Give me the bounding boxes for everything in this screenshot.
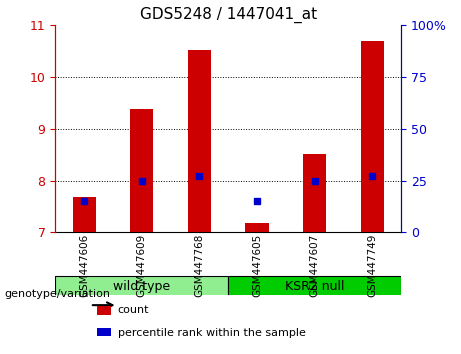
FancyBboxPatch shape [55,276,228,296]
Text: GSM447749: GSM447749 [367,234,377,297]
Text: wild type: wild type [113,280,170,292]
Bar [361,41,384,233]
Text: GSM447607: GSM447607 [310,234,319,297]
Bar [72,197,95,233]
Text: percentile rank within the sample: percentile rank within the sample [118,328,306,338]
Bar [97,329,111,338]
Title: GDS5248 / 1447041_at: GDS5248 / 1447041_at [140,7,317,23]
Text: count: count [118,305,149,315]
Bar [130,109,153,233]
FancyBboxPatch shape [228,276,401,296]
Bar [188,50,211,233]
Text: KSR2 null: KSR2 null [285,280,344,292]
Bar [97,306,111,315]
Bar [303,154,326,233]
Text: genotype/variation: genotype/variation [5,289,111,299]
Text: GSM447768: GSM447768 [195,234,204,297]
Text: GSM447606: GSM447606 [79,234,89,297]
Text: GSM447605: GSM447605 [252,234,262,297]
Text: GSM447609: GSM447609 [137,234,147,297]
Bar [245,223,268,233]
